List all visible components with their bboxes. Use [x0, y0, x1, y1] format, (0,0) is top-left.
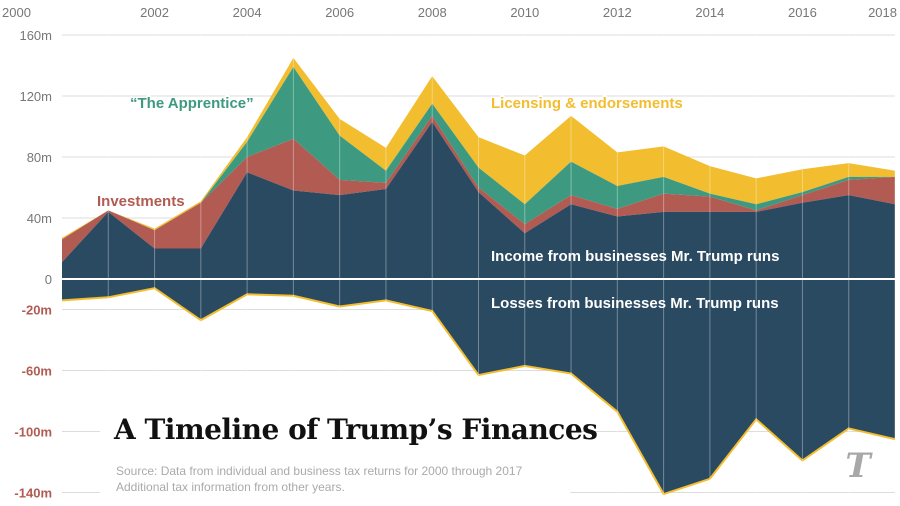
label-licensing: Licensing & endorsements	[491, 95, 683, 112]
title-panel: A Timeline of Trump’s Finances Source: D…	[100, 405, 598, 506]
y-tick-label: 160m	[19, 28, 52, 43]
y-tick-label: 40m	[27, 211, 52, 226]
y-tick-label-negative: -140m	[14, 486, 52, 501]
y-tick-label-negative: -60m	[22, 364, 52, 379]
area-layer	[61, 20, 896, 506]
source-note-secondary: Additional tax information from other ye…	[116, 480, 345, 494]
y-tick-label-negative: -100m	[14, 425, 52, 440]
y-axis-ticks: 160m 120m 80m 40m 0 -20m -60m -100m -140m	[13, 27, 54, 503]
area-apprentice	[62, 67, 895, 240]
y-tick-label: 0	[45, 272, 52, 287]
label-business-income: Income from businesses Mr. Trump runs	[491, 248, 779, 265]
nyt-logo-icon: T	[845, 446, 871, 486]
x-tick-label: 2008	[418, 5, 447, 20]
y-tick-label: 120m	[19, 89, 52, 104]
area-investments	[62, 115, 895, 263]
x-axis-ticks: 2000 2002 2004 2006 2008 2010 2012 2014 2016 2018	[2, 5, 897, 20]
x-tick-label: 2018	[868, 5, 897, 20]
y-tick-label: 80m	[27, 150, 52, 165]
area-licensing	[62, 57, 895, 240]
y-tick-label-negative: -20m	[22, 303, 52, 318]
area-business-income	[62, 121, 895, 279]
x-tick-label: 2004	[233, 5, 262, 20]
chart-title: A Timeline of Trump’s Finances	[114, 413, 598, 446]
x-tick-label: 2002	[140, 5, 169, 20]
label-apprentice: “The Apprentice”	[130, 95, 254, 112]
losses-edge-line	[61, 287, 896, 496]
x-tick-label: 2010	[510, 5, 539, 20]
x-tick-label: 2000	[2, 5, 31, 20]
x-tick-label: 2006	[325, 5, 354, 20]
x-tick-label: 2014	[695, 5, 724, 20]
area-business-losses	[62, 279, 895, 495]
x-tick-label: 2016	[788, 5, 817, 20]
source-note: Source: Data from individual and busines…	[116, 464, 523, 478]
x-tick-label: 2012	[603, 5, 632, 20]
label-investments: Investments	[97, 193, 185, 210]
label-business-losses: Losses from businesses Mr. Trump runs	[491, 295, 779, 312]
